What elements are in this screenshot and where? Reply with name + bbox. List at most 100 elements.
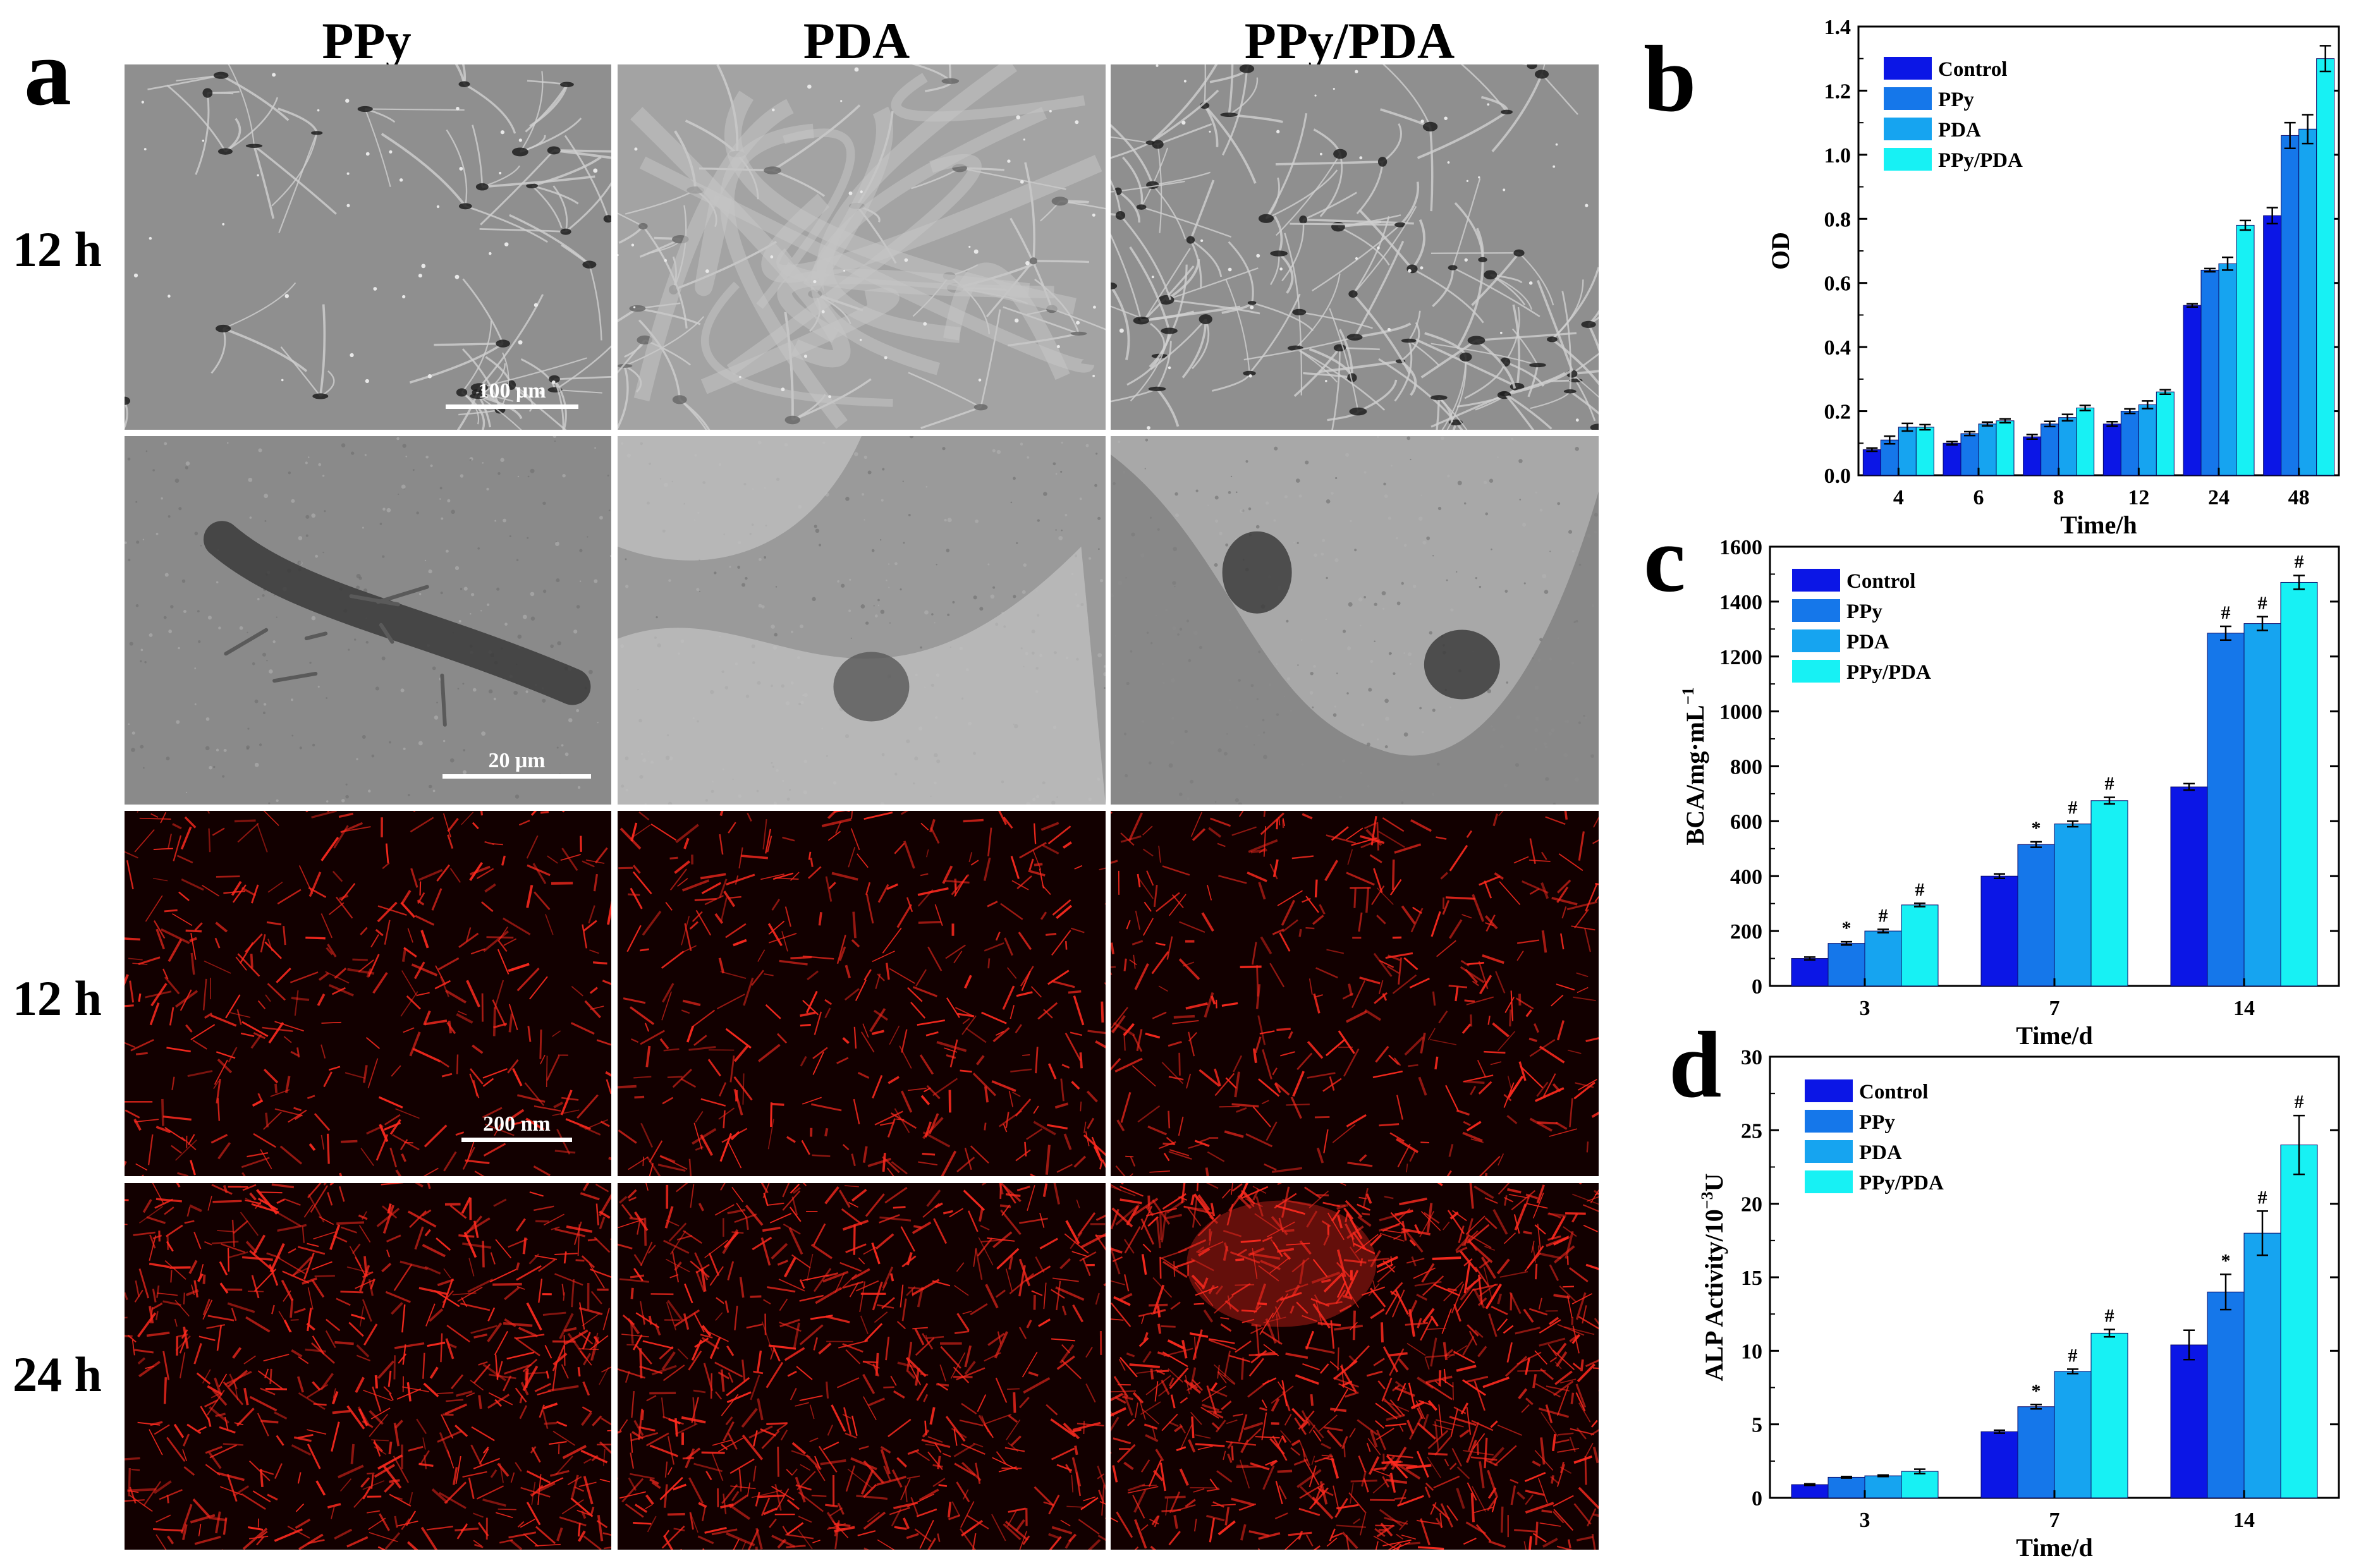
y-tick-label: 0.6: [1824, 272, 1852, 296]
y-tick-label: 25: [1741, 1119, 1762, 1143]
significance-mark: #: [2105, 774, 2114, 794]
chart-d-svg: 0 5 10 15 20 25 30 3 * # #7 * # #14 Time/d ALP Activity…: [1698, 1046, 2340, 1562]
bar-ppy-7: [2017, 844, 2055, 987]
x-tick-label: 12: [2128, 486, 2149, 509]
bar-ppy-pda-12: [2156, 391, 2175, 476]
x-tick-label: 14: [2233, 1509, 2255, 1532]
x-axis-label: Time/d: [2016, 1533, 2093, 1562]
legend-label: Control: [1859, 1081, 1928, 1103]
x-tick-label: 7: [2049, 1509, 2060, 1532]
bar-ppy-14: [2207, 633, 2245, 987]
scalebar-label: 20 μm: [488, 749, 546, 772]
legend-label: PPy/PDA: [1859, 1172, 1944, 1194]
bar-control-12: [2102, 423, 2121, 476]
bar-control-14: [2170, 786, 2208, 987]
micrograph-sem-ppy: [125, 64, 611, 430]
y-tick-label: 0: [1752, 1487, 1762, 1510]
micrograph-semhi-pda: [618, 436, 1106, 805]
y-axis-label: ALP Activity/10−3U: [1698, 1174, 1728, 1382]
bar-pda-3: [1864, 930, 1902, 987]
bar-pda-12: [2138, 404, 2157, 476]
legend-swatch: [1792, 599, 1840, 622]
micrograph-fluor-ppy: [125, 811, 611, 1176]
x-tick-label: 6: [1974, 486, 1984, 509]
y-tick-label: 30: [1741, 1046, 1762, 1069]
bar-control-48: [2263, 215, 2282, 476]
column-header-ppy-pda: PPy/PDA: [1244, 12, 1455, 70]
chart-b-od: 0.0 0.2 0.4 0.6 0.8 1.0 1.2 1.4 4 6 8 12 24 48 Time/h O…: [1719, 13, 2345, 539]
bar-ppy-7: [2017, 1406, 2055, 1498]
y-tick-label: 800: [1730, 756, 1762, 779]
panel-letter-b: b: [1644, 27, 1697, 131]
legend-swatch: [1884, 87, 1932, 110]
scalebar-200nm: 200 nm: [461, 1112, 572, 1142]
column-header-pda: PDA: [803, 12, 910, 70]
x-axis-label: Time/d: [2016, 1021, 2093, 1050]
legend-swatch: [1805, 1079, 1853, 1102]
legend-swatch: [1805, 1140, 1853, 1163]
bar-pda-14: [2243, 1232, 2281, 1498]
bar-ppy-pda-14: [2280, 581, 2318, 987]
column-header-ppy: PPy: [322, 12, 412, 70]
micrograph-sem-ppy-pda: [1111, 64, 1599, 430]
row-header-24h-fluor: 24 h: [13, 1347, 102, 1402]
y-tick-label: 1200: [1719, 646, 1762, 669]
y-tick-label: 600: [1730, 810, 1762, 834]
bar-control-7: [1980, 875, 2018, 987]
micrograph-sem-pda: [618, 64, 1106, 430]
significance-mark: #: [2258, 593, 2267, 614]
legend-label: PPy/PDA: [1846, 661, 1931, 684]
bar-ppy-3: [1827, 1476, 1865, 1498]
legend-label: PPy: [1859, 1111, 1895, 1134]
bar-ppy-pda-24: [2236, 224, 2255, 476]
chart-d-alp: 0 5 10 15 20 25 30 3 * # #7 * # #14 Time/d ALP Activity…: [1662, 1036, 2345, 1562]
x-tick-label: 8: [2053, 486, 2064, 509]
significance-mark: #: [2068, 1345, 2078, 1366]
bar-ppy-pda-7: [2090, 800, 2128, 987]
chart-c-svg: 0 200 400 600 800 1000 1200 1400 1600 * # #3 * # #7 # # #…: [1679, 536, 2340, 1050]
y-tick-label: 1.0: [1824, 144, 1852, 167]
legend-label: PDA: [1846, 631, 1889, 653]
legend-swatch: [1792, 629, 1840, 652]
bar-control-3: [1791, 1484, 1829, 1498]
bar-ppy-48: [2281, 135, 2300, 476]
micrograph-fluor2-ppy-pda: [1111, 1183, 1599, 1550]
bar-ppy-12: [2120, 411, 2139, 476]
significance-mark: #: [2221, 602, 2231, 623]
significance-mark: *: [2221, 1250, 2231, 1271]
bar-ppy-24: [2200, 269, 2219, 476]
y-tick-label: 1000: [1719, 701, 1762, 724]
x-tick-label: 48: [2288, 486, 2310, 509]
row-header-12h-sem: 12 h: [13, 222, 102, 277]
micrograph-semhi-ppy: [125, 436, 611, 805]
panel-letter-d: d: [1669, 1012, 1722, 1117]
legend-label: PPy: [1846, 600, 1882, 623]
legend-swatch: [1805, 1110, 1853, 1133]
y-tick-label: 0.4: [1824, 336, 1852, 360]
significance-mark: #: [1879, 906, 1888, 927]
scalebar-label: 100 μm: [478, 379, 546, 403]
row-header-12h-fluor: 12 h: [13, 971, 102, 1026]
bar-ppy-4: [1880, 439, 1899, 476]
bar-control-7: [1980, 1431, 2018, 1498]
significance-mark: *: [2032, 1380, 2041, 1401]
panel-letter-c: c: [1644, 507, 1686, 612]
micrograph-fluor2-ppy: [125, 1183, 611, 1550]
y-axis-label: OD: [1766, 232, 1795, 270]
bar-ppy-pda-7: [2090, 1332, 2128, 1498]
significance-mark: #: [1915, 879, 1925, 900]
y-tick-label: 0.0: [1824, 465, 1852, 488]
bar-pda-3: [1864, 1475, 1902, 1498]
bar-pda-4: [1898, 427, 1917, 476]
y-axis-label: BCA/mg·mL−1: [1679, 687, 1709, 845]
bar-ppy-pda-3: [1901, 1471, 1939, 1498]
x-tick-label: 4: [1893, 486, 1904, 509]
legend-swatch: [1792, 569, 1840, 592]
bar-pda-24: [2218, 263, 2237, 476]
bar-ppy-pda-8: [2076, 408, 2095, 476]
legend-label: PDA: [1938, 119, 1981, 142]
x-axis-label: Time/h: [2060, 511, 2137, 539]
y-tick-label: 0.2: [1824, 401, 1852, 424]
y-tick-label: 5: [1752, 1414, 1762, 1437]
chart-c-bca: 0 200 400 600 800 1000 1200 1400 1600 * # #3 * # #7 # # #…: [1644, 531, 2345, 1050]
